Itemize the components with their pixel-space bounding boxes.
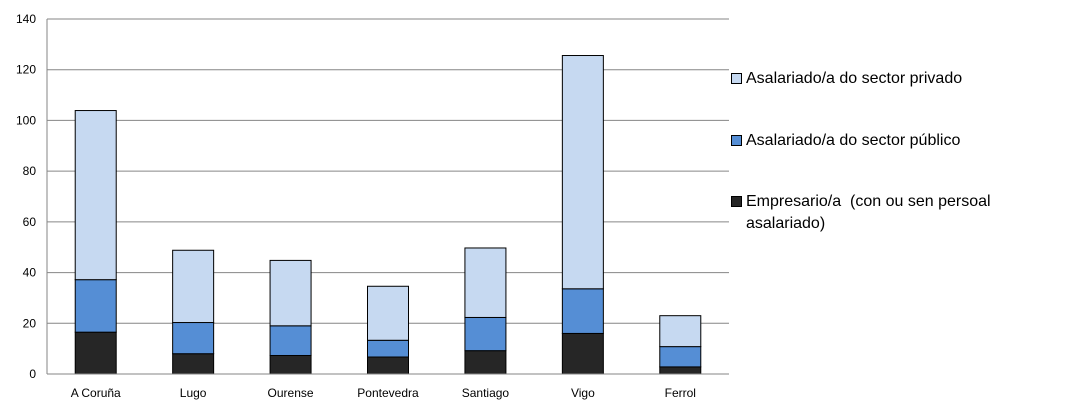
- legend-label: Empresario/a (con ou sen persoal asalari…: [746, 193, 996, 232]
- bar-segment: [367, 285, 409, 341]
- legend-swatch: [731, 196, 742, 207]
- x-tick-label: Pontevedra: [357, 386, 419, 400]
- x-tick-label: A Coruña: [71, 386, 121, 400]
- bar-segment: [464, 247, 507, 318]
- legend-swatch: [731, 135, 742, 146]
- y-tick-label: 80: [23, 164, 37, 178]
- y-tick-label: 100: [16, 113, 36, 127]
- y-tick-label: 120: [16, 63, 36, 77]
- bar-segment: [269, 354, 312, 375]
- bar-segment: [659, 315, 702, 348]
- y-tick-label: 140: [16, 12, 36, 26]
- bar-segment: [74, 331, 117, 375]
- y-tick-label: 0: [29, 367, 36, 381]
- bar-segment: [561, 332, 604, 375]
- bar-segment: [269, 259, 312, 327]
- x-tick-label: Vigo: [571, 386, 595, 400]
- bar-segment: [367, 356, 409, 375]
- x-tick-label: Santiago: [462, 386, 510, 400]
- legend-item: Asalariado/a do sector público: [731, 130, 1066, 152]
- legend-item: Asalariado/a do sector privado: [731, 68, 1066, 90]
- bar-segment: [464, 316, 507, 352]
- bar-segment: [172, 322, 215, 355]
- x-tick-label: Ferrol: [665, 386, 696, 400]
- bar-segment: [561, 55, 604, 290]
- x-tick-label: Ourense: [268, 386, 314, 400]
- y-tick-label: 40: [23, 266, 37, 280]
- legend-swatch: [731, 73, 742, 84]
- legend: Asalariado/a do sector privado Asalariado…: [731, 0, 1077, 403]
- plot-area: 0 20 40 60 80 100 120 140 A Coruña Lugo Ourense Pon…: [16, 12, 729, 400]
- legend-item: Empresario/a (con ou sen persoal asalari…: [731, 191, 1066, 235]
- bar-segment: [659, 366, 702, 375]
- bar-segment: [464, 350, 507, 375]
- bar-segment: [659, 346, 702, 368]
- bar-segment: [561, 288, 604, 334]
- legend-label: Asalariado/a do sector público: [746, 132, 961, 149]
- bar-segment: [269, 325, 312, 356]
- y-tick-label: 60: [23, 215, 37, 229]
- bar-segment: [172, 249, 215, 324]
- bar-segment: [367, 339, 409, 358]
- legend-label: Asalariado/a do sector privado: [746, 70, 963, 87]
- bar-segment: [74, 279, 117, 333]
- x-tick-label: Lugo: [180, 386, 207, 400]
- bar-segment: [172, 353, 215, 375]
- y-tick-label: 20: [23, 316, 37, 330]
- bar-segment: [74, 110, 117, 281]
